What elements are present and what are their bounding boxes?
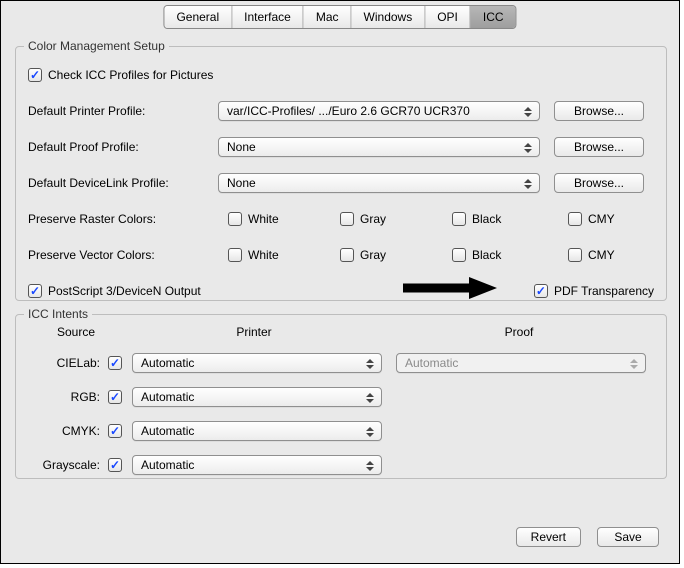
devicelink-profile-label: Default DeviceLink Profile: — [28, 176, 218, 190]
proof-profile-select[interactable]: None — [218, 137, 540, 157]
group-icc-intents: ICC Intents Source Printer Proof CIELab:… — [15, 307, 667, 479]
revert-button[interactable]: Revert — [516, 527, 581, 547]
vector-white-checkbox[interactable] — [228, 248, 242, 262]
footer-buttons: Revert Save — [516, 527, 659, 547]
raster-black-label: Black — [472, 212, 501, 226]
select-arrows-icon — [521, 104, 535, 120]
select-arrows-icon — [363, 390, 377, 406]
intent-cielab-checkbox[interactable] — [108, 356, 122, 370]
printer-profile-select[interactable]: var/ICC-Profiles/ .../Euro 2.6 GCR70 UCR… — [218, 101, 540, 121]
intent-rgb-label: RGB: — [28, 390, 100, 404]
intent-grayscale-label: Grayscale: — [28, 458, 100, 472]
intent-cmyk-checkbox[interactable] — [108, 424, 122, 438]
tab-interface[interactable]: Interface — [232, 6, 304, 28]
save-button[interactable]: Save — [597, 527, 659, 547]
select-arrows-icon — [521, 176, 535, 192]
intents-header: Source Printer Proof — [28, 325, 654, 343]
vector-white-label: White — [248, 248, 279, 262]
raster-cmy-checkbox[interactable] — [568, 212, 582, 226]
check-icc-label: Check ICC Profiles for Pictures — [48, 68, 213, 82]
devicelink-profile-value: None — [227, 176, 256, 190]
printer-profile-value: var/ICC-Profiles/ .../Euro 2.6 GCR70 UCR… — [227, 104, 470, 118]
group-intents-legend: ICC Intents — [24, 307, 92, 321]
select-arrows-icon — [521, 140, 535, 156]
proof-profile-label: Default Proof Profile: — [28, 140, 218, 154]
printer-profile-label: Default Printer Profile: — [28, 104, 218, 118]
intent-cielab-proof-select: Automatic — [396, 353, 646, 373]
pdf-checkbox[interactable] — [534, 284, 548, 298]
raster-white[interactable]: White — [228, 212, 340, 226]
intent-rgb-printer-value: Automatic — [141, 390, 194, 404]
intents-header-source: Source — [28, 325, 124, 343]
group-color-legend: Color Management Setup — [24, 39, 169, 53]
browse-proof-profile-button[interactable]: Browse... — [554, 137, 644, 157]
raster-gray-label: Gray — [360, 212, 386, 226]
vector-cmy-label: CMY — [588, 248, 615, 262]
select-arrows-icon — [363, 356, 377, 372]
preferences-window: General Interface Mac Windows OPI ICC Co… — [0, 0, 680, 564]
proof-profile-value: None — [227, 140, 256, 154]
preserve-vector-label: Preserve Vector Colors: — [28, 248, 228, 262]
vector-black-label: Black — [472, 248, 501, 262]
tab-icc[interactable]: ICC — [471, 6, 516, 28]
tab-windows[interactable]: Windows — [352, 6, 426, 28]
tab-general[interactable]: General — [164, 6, 232, 28]
vector-gray-checkbox[interactable] — [340, 248, 354, 262]
select-arrows-icon — [627, 356, 641, 372]
raster-cmy[interactable]: CMY — [568, 212, 615, 226]
vector-white[interactable]: White — [228, 248, 340, 262]
pdf-label: PDF Transparency — [554, 284, 654, 298]
intent-cielab-label: CIELab: — [28, 356, 100, 370]
intent-rgb-checkbox[interactable] — [108, 390, 122, 404]
raster-gray[interactable]: Gray — [340, 212, 452, 226]
intent-cielab-printer-value: Automatic — [141, 356, 194, 370]
intent-grayscale-printer-value: Automatic — [141, 458, 194, 472]
devicelink-profile-select[interactable]: None — [218, 173, 540, 193]
vector-gray-label: Gray — [360, 248, 386, 262]
tab-bar: General Interface Mac Windows OPI ICC — [163, 5, 516, 29]
browse-printer-profile-button[interactable]: Browse... — [554, 101, 644, 121]
intent-cielab-proof-value: Automatic — [405, 356, 458, 370]
vector-cmy-checkbox[interactable] — [568, 248, 582, 262]
intent-cielab-printer-select[interactable]: Automatic — [132, 353, 382, 373]
vector-black[interactable]: Black — [452, 248, 568, 262]
arrow-annotation-icon — [399, 273, 499, 303]
preserve-raster-label: Preserve Raster Colors: — [28, 212, 228, 226]
raster-black[interactable]: Black — [452, 212, 568, 226]
pdf-transparency[interactable]: PDF Transparency — [534, 284, 654, 298]
browse-devicelink-button[interactable]: Browse... — [554, 173, 644, 193]
intent-cmyk-printer-value: Automatic — [141, 424, 194, 438]
intent-cmyk-printer-select[interactable]: Automatic — [132, 421, 382, 441]
vector-gray[interactable]: Gray — [340, 248, 452, 262]
tab-mac[interactable]: Mac — [304, 6, 352, 28]
raster-black-checkbox[interactable] — [452, 212, 466, 226]
intent-cmyk-label: CMYK: — [28, 424, 100, 438]
vector-cmy[interactable]: CMY — [568, 248, 615, 262]
select-arrows-icon — [363, 424, 377, 440]
vector-black-checkbox[interactable] — [452, 248, 466, 262]
intent-grayscale-checkbox[interactable] — [108, 458, 122, 472]
group-color-management: Color Management Setup Check ICC Profile… — [15, 39, 667, 301]
check-icc-profiles[interactable]: Check ICC Profiles for Pictures — [28, 68, 213, 82]
raster-white-checkbox[interactable] — [228, 212, 242, 226]
tab-opi[interactable]: OPI — [425, 6, 471, 28]
intent-rgb-printer-select[interactable]: Automatic — [132, 387, 382, 407]
intent-grayscale-printer-select[interactable]: Automatic — [132, 455, 382, 475]
intents-header-proof: Proof — [384, 325, 654, 343]
intents-header-printer: Printer — [124, 325, 384, 343]
raster-white-label: White — [248, 212, 279, 226]
postscript3-output[interactable]: PostScript 3/DeviceN Output — [28, 284, 201, 298]
check-icc-checkbox[interactable] — [28, 68, 42, 82]
raster-cmy-label: CMY — [588, 212, 615, 226]
select-arrows-icon — [363, 458, 377, 474]
raster-gray-checkbox[interactable] — [340, 212, 354, 226]
ps3-checkbox[interactable] — [28, 284, 42, 298]
ps3-label: PostScript 3/DeviceN Output — [48, 284, 201, 298]
